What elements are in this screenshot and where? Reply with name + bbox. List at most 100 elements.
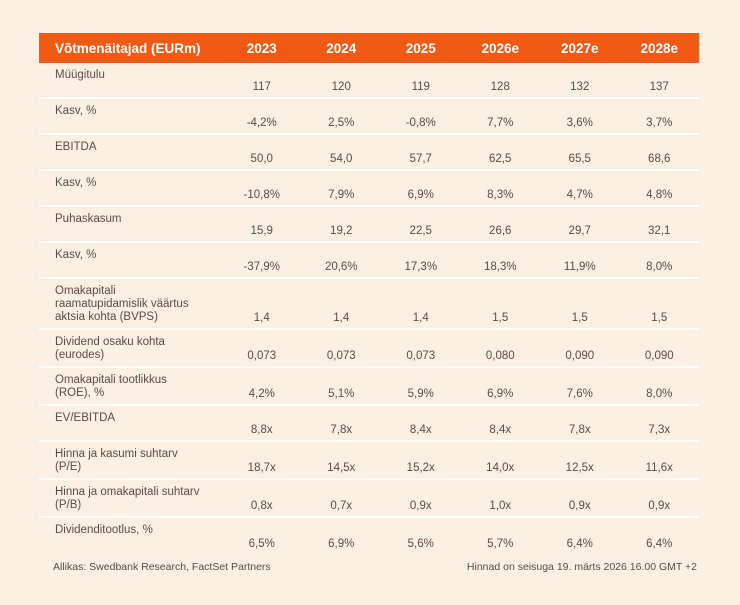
- cell-value: 8,0%: [646, 261, 673, 273]
- cell-value: 1,5: [651, 312, 668, 324]
- cell-value: 29,7: [568, 225, 591, 237]
- table-title: Võtmenäitajad (EURm): [55, 40, 201, 56]
- table-footer: Allikas: Swedbank Research, FactSet Part…: [39, 554, 699, 573]
- table-row: Omakapitali tootlikkus (ROE), % 4,2% 5,1% 5…: [39, 368, 699, 406]
- cell-value: 17,3%: [404, 261, 438, 273]
- cell-value: 0,7x: [330, 500, 353, 512]
- table-header-row: Võtmenäitajad (EURm) 2023 2024 2025 2026e 20…: [39, 33, 699, 63]
- row-label: EBITDA: [55, 141, 97, 153]
- cell-value: -0,8%: [405, 117, 436, 129]
- cell-value: 54,0: [330, 153, 353, 165]
- cell-value: 5,9%: [407, 388, 434, 400]
- cell-value: 7,8x: [330, 424, 353, 436]
- cell-value: 8,4x: [489, 424, 512, 436]
- row-label: EV/EBITDA: [55, 412, 116, 424]
- cell-value: 26,6: [489, 225, 512, 237]
- cell-value: 8,0%: [646, 388, 673, 400]
- column-header-2027e: 2027e: [560, 40, 599, 56]
- cell-value: 8,8x: [250, 424, 273, 436]
- cell-value: 3,6%: [566, 117, 593, 129]
- row-label: Kasv, %: [55, 177, 97, 189]
- cell-value: 14,0x: [486, 462, 515, 474]
- table-row: Kasv, % -37,9% 20,6% 17,3% 18,3% 11,9% 8,0%: [39, 243, 699, 279]
- cell-value: 0,073: [247, 350, 277, 362]
- cell-value: 0,9x: [568, 500, 591, 512]
- table-row: Dividenditootlus, % 6,5% 6,9% 5,6% 5,7% 6,4% 6…: [39, 518, 699, 554]
- cell-value: 19,2: [330, 225, 353, 237]
- table-row: Müügitulu 117 120 119 128 132 137: [39, 63, 699, 99]
- source-note: Allikas: Swedbank Research, FactSet Part…: [53, 561, 271, 573]
- row-label: Müügitulu: [55, 69, 105, 81]
- cell-value: 6,9%: [487, 388, 514, 400]
- cell-value: 1,5: [571, 312, 588, 324]
- cell-value: 4,8%: [646, 189, 673, 201]
- cell-value: 32,1: [648, 225, 671, 237]
- cell-value: 8,3%: [487, 189, 514, 201]
- cell-value: 57,7: [409, 153, 432, 165]
- cell-value: 65,5: [568, 153, 591, 165]
- cell-value: 119: [411, 81, 430, 93]
- cell-value: 1,4: [333, 312, 350, 324]
- row-label: Puhaskasum: [55, 213, 122, 225]
- cell-value: 0,090: [565, 350, 595, 362]
- cell-value: 18,3%: [483, 261, 517, 273]
- price-date-note: Hinnad on seisuga 19. märts 2026 16.00 G…: [466, 561, 697, 573]
- cell-value: 5,1%: [328, 388, 355, 400]
- cell-value: 6,4%: [566, 538, 593, 550]
- column-header-2023: 2023: [246, 40, 277, 56]
- row-label: Kasv, %: [55, 249, 97, 261]
- key-indicators-table: Võtmenäitajad (EURm) 2023 2024 2025 2026e 20…: [39, 33, 699, 573]
- cell-value: 7,8x: [568, 424, 591, 436]
- cell-value: 11,6x: [645, 462, 673, 474]
- row-label: Omakapitali tootlikkus (ROE), %: [55, 374, 167, 399]
- column-header-2024: 2024: [326, 40, 357, 56]
- cell-value: 22,5: [409, 225, 432, 237]
- column-header-2026e: 2026e: [481, 40, 520, 56]
- cell-value: 2,5%: [328, 117, 355, 129]
- cell-value: 0,080: [485, 350, 515, 362]
- cell-value: 1,5: [492, 312, 509, 324]
- row-label: Kasv, %: [55, 105, 97, 117]
- cell-value: 117: [252, 81, 271, 93]
- table-row: Hinna ja kasumi suhtarv (P/E) 18,7x 14,5x 1…: [39, 442, 699, 480]
- cell-value: 137: [649, 81, 669, 93]
- cell-value: 0,8x: [250, 500, 273, 512]
- table-row: Omakapitali raamatupidamislik väärtus ak…: [39, 279, 699, 330]
- cell-value: 128: [490, 81, 510, 93]
- row-label: Dividenditootlus, %: [55, 524, 153, 536]
- table-row: Puhaskasum 15,9 19,2 22,5 26,6 29,7 32,1: [39, 207, 699, 243]
- cell-value: 8,4x: [409, 424, 432, 436]
- cell-value: 132: [570, 81, 590, 93]
- row-label: Omakapitali raamatupidamislik väärtus ak…: [55, 285, 189, 323]
- cell-value: 0,9x: [409, 500, 432, 512]
- column-header-2028e: 2028e: [640, 40, 679, 56]
- cell-value: 68,6: [648, 153, 671, 165]
- cell-value: 4,7%: [566, 189, 593, 201]
- cell-value: 0,073: [326, 350, 356, 362]
- cell-value: 6,9%: [407, 189, 434, 201]
- cell-value: 18,7x: [247, 462, 276, 474]
- cell-value: 120: [331, 81, 351, 93]
- cell-value: 7,7%: [487, 117, 514, 129]
- cell-value: 15,2x: [406, 462, 435, 474]
- cell-value: 7,6%: [566, 388, 593, 400]
- cell-value: 6,4%: [646, 538, 673, 550]
- cell-value: 11,9%: [563, 261, 596, 273]
- cell-value: 7,3x: [648, 424, 671, 436]
- cell-value: 1,4: [412, 312, 429, 324]
- cell-value: -4,2%: [246, 117, 277, 129]
- table-row: EV/EBITDA 8,8x 7,8x 8,4x 8,4x 7,8x 7,3x: [39, 406, 699, 442]
- cell-value: 1,4: [253, 312, 270, 324]
- cell-value: 7,9%: [328, 189, 355, 201]
- cell-value: 14,5x: [327, 462, 356, 474]
- cell-value: -10,8%: [243, 189, 280, 201]
- cell-value: 12,5x: [565, 462, 594, 474]
- cell-value: 20,6%: [324, 261, 358, 273]
- column-header-2025: 2025: [405, 40, 436, 56]
- cell-value: 4,2%: [248, 388, 275, 400]
- table-row: Kasv, % -4,2% 2,5% -0,8% 7,7% 3,6% 3,7%: [39, 99, 699, 135]
- row-label: Dividend osaku kohta (eurodes): [55, 336, 165, 361]
- table-body: Müügitulu 117 120 119 128 132 137 Kasv, % -4,2% 2…: [39, 63, 699, 554]
- cell-value: 62,5: [489, 153, 512, 165]
